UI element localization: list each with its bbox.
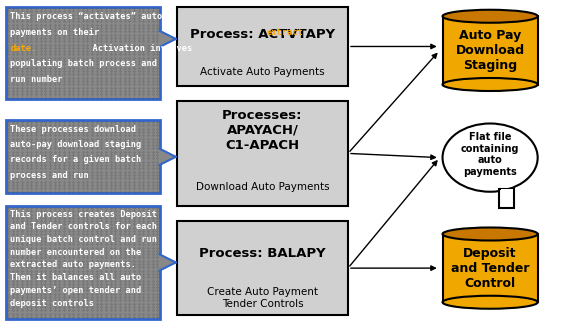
Text: records for a given batch: records for a given batch <box>10 155 142 164</box>
Text: This process creates Deposit: This process creates Deposit <box>10 210 157 218</box>
Text: Process: ACTVTAPY: Process: ACTVTAPY <box>190 28 335 41</box>
Text: Create Auto Payment
Tender Controls: Create Auto Payment Tender Controls <box>207 288 318 309</box>
Text: Then it balances all auto: Then it balances all auto <box>10 273 142 282</box>
Bar <box>177 221 348 315</box>
Text: and Tender controls for each: and Tender controls for each <box>10 222 157 231</box>
Polygon shape <box>160 31 176 47</box>
Text: process and run: process and run <box>10 171 89 180</box>
Bar <box>443 16 538 84</box>
Bar <box>6 6 160 99</box>
Bar <box>443 234 538 302</box>
Text: extracted auto payments.: extracted auto payments. <box>10 260 136 269</box>
Text: Activate Auto Payments: Activate Auto Payments <box>200 67 325 77</box>
Text: Download Auto Payments: Download Auto Payments <box>195 182 329 192</box>
Text: number encountered on the: number encountered on the <box>10 248 142 257</box>
Ellipse shape <box>443 296 538 309</box>
Ellipse shape <box>443 227 538 240</box>
Polygon shape <box>160 254 176 270</box>
Text: unique batch control and run: unique batch control and run <box>10 235 157 244</box>
Text: Auto Pay
Download
Staging: Auto Pay Download Staging <box>455 29 525 72</box>
Text: payments on their: payments on their <box>10 28 105 36</box>
Text: This process “activates” auto-: This process “activates” auto- <box>10 12 168 20</box>
Text: Process: BALAPY: Process: BALAPY <box>199 248 326 261</box>
Text: Processes:
APAYACH/
C1-APACH: Processes: APAYACH/ C1-APACH <box>222 109 303 152</box>
Bar <box>6 206 160 318</box>
Bar <box>501 188 513 193</box>
Bar <box>177 101 348 206</box>
Bar <box>6 120 160 193</box>
Bar <box>177 6 348 86</box>
Text: deposit controls: deposit controls <box>10 299 95 308</box>
Bar <box>499 188 514 208</box>
Ellipse shape <box>443 78 538 91</box>
Ellipse shape <box>443 124 538 192</box>
Text: Deposit
and Tender
Control: Deposit and Tender Control <box>451 247 530 290</box>
Polygon shape <box>160 149 176 165</box>
Text: extract: extract <box>267 28 303 36</box>
Text: date.: date. <box>10 44 37 53</box>
Text: Activation involves: Activation involves <box>82 44 192 53</box>
Text: These processes download: These processes download <box>10 125 136 134</box>
Text: Flat file
containing
auto
payments: Flat file containing auto payments <box>461 132 519 177</box>
Text: payments’ open tender and: payments’ open tender and <box>10 286 142 295</box>
Text: auto-pay download staging: auto-pay download staging <box>10 140 142 149</box>
Ellipse shape <box>443 10 538 23</box>
Text: populating batch process and: populating batch process and <box>10 59 157 69</box>
Text: run number: run number <box>10 75 63 84</box>
